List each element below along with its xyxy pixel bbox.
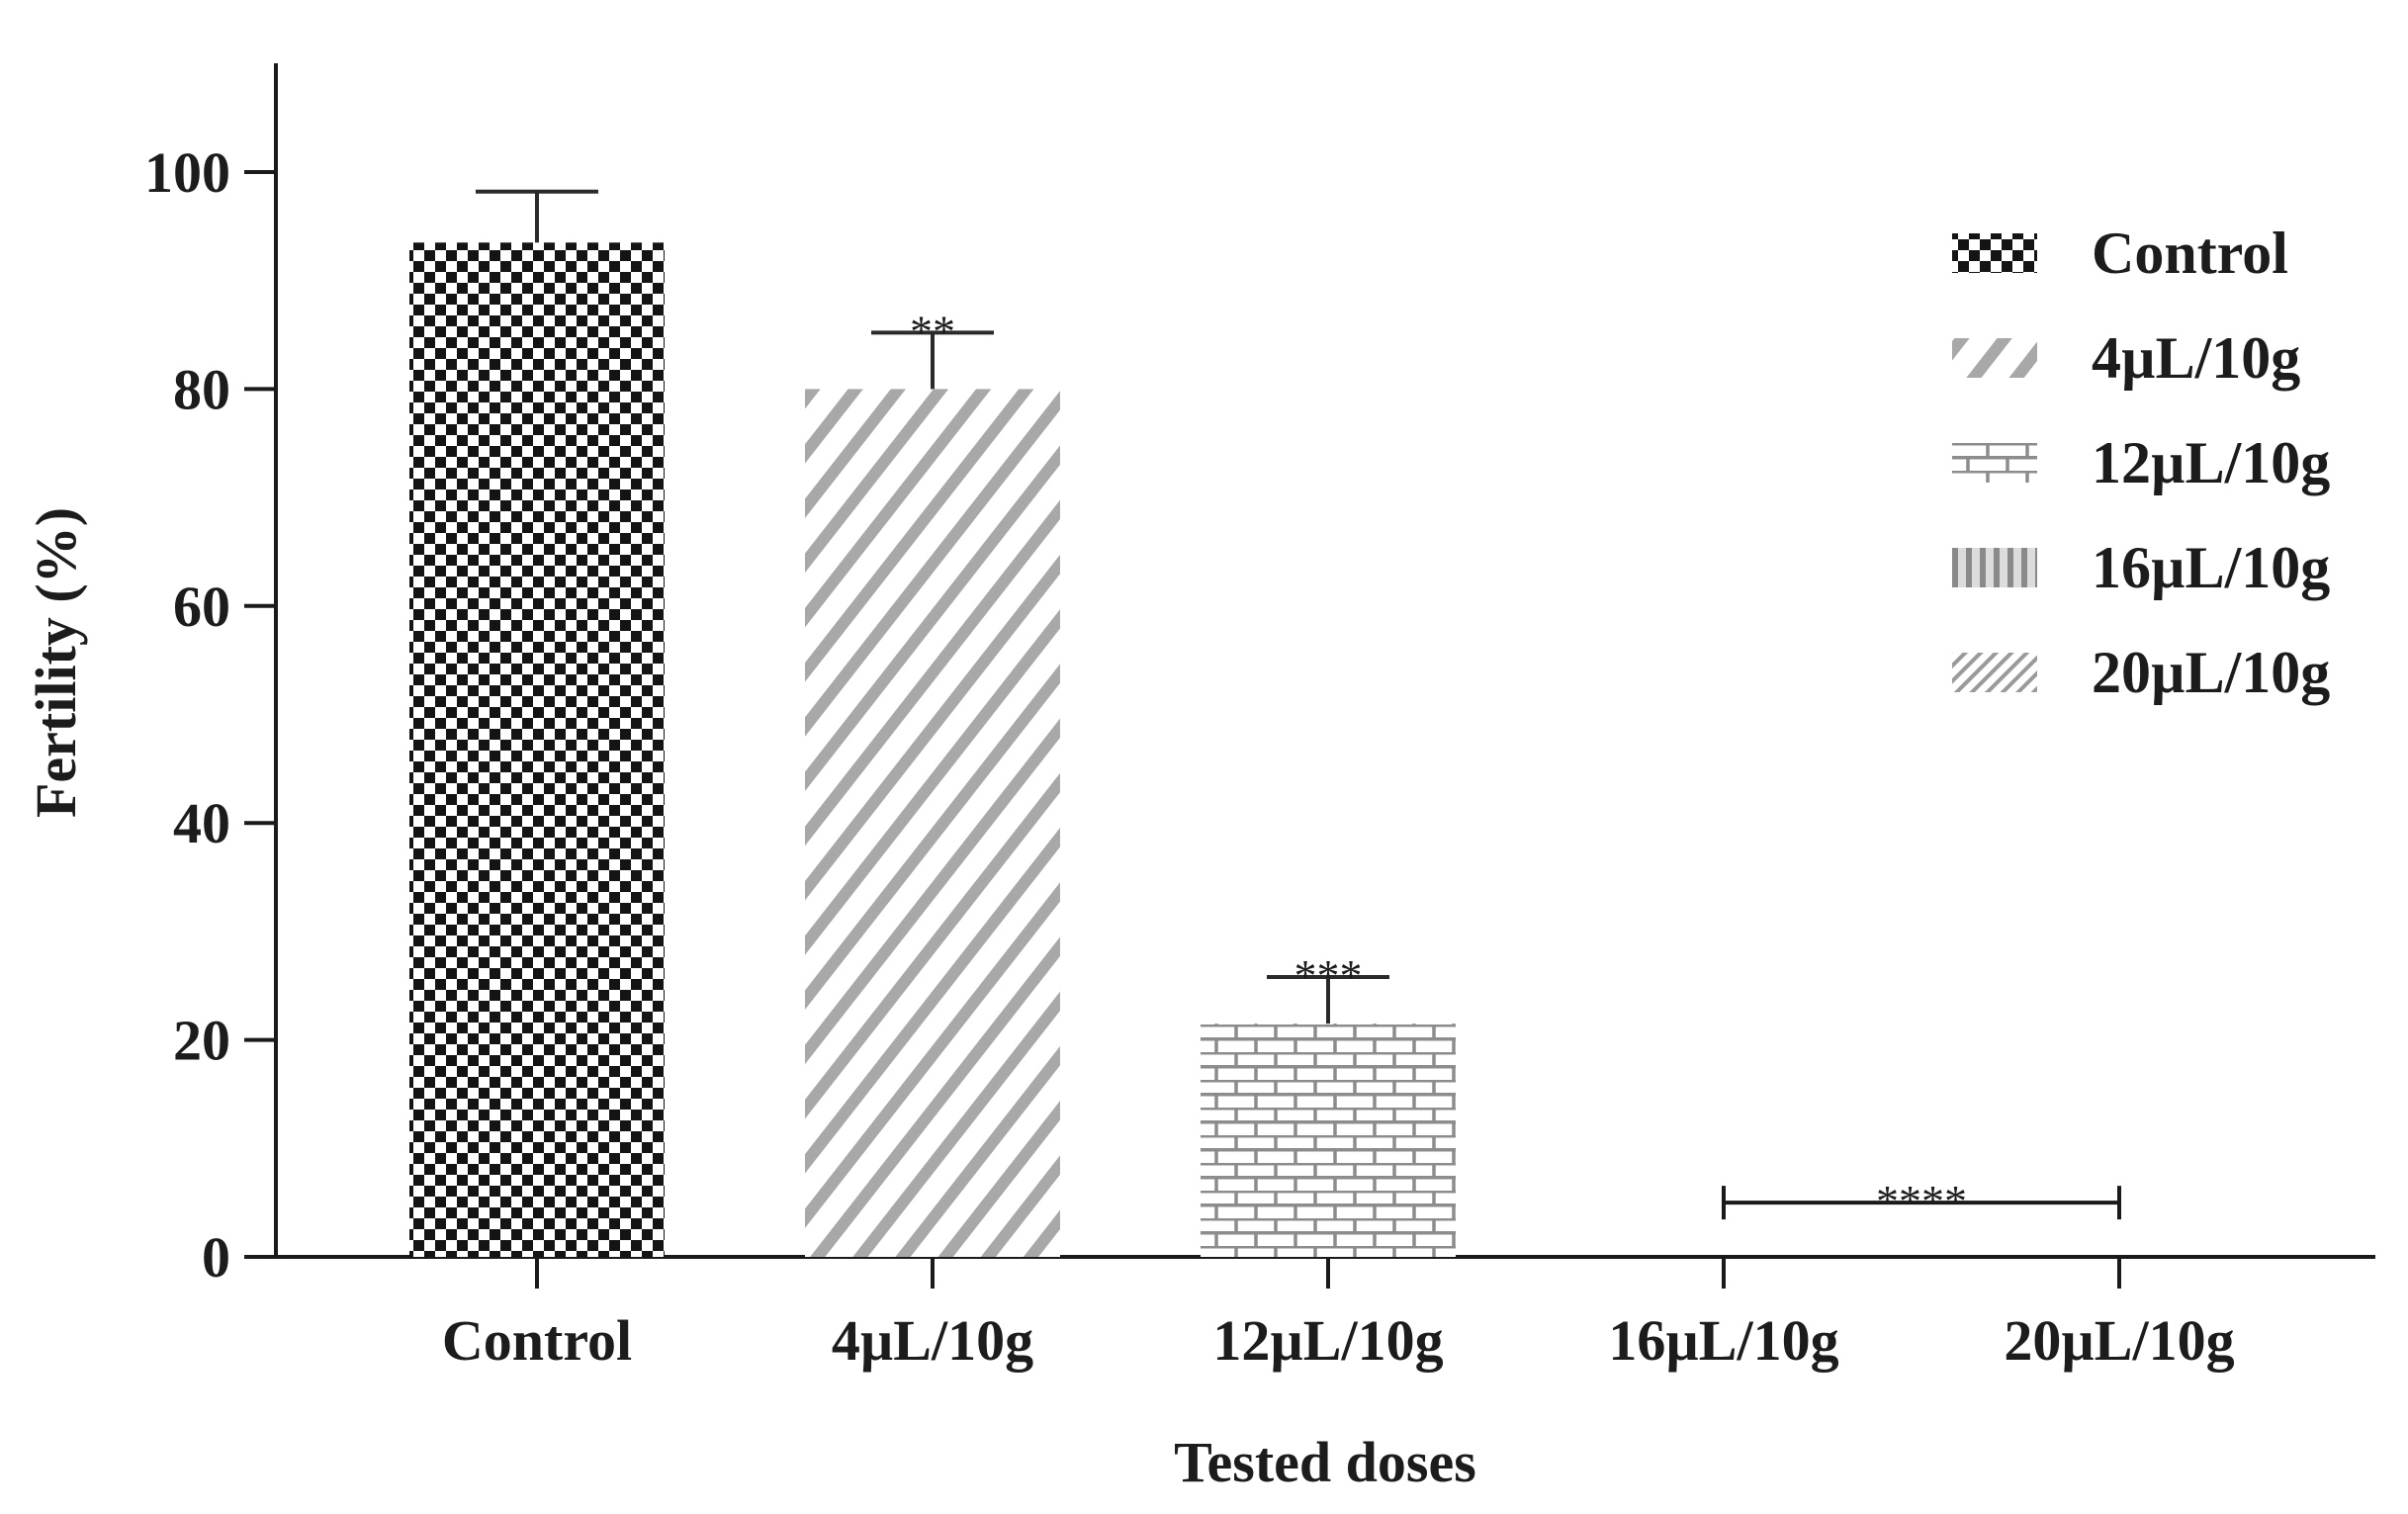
- y-tick-label: 100: [144, 140, 230, 205]
- legend-swatch: [1952, 233, 2037, 273]
- x-axis-title: Tested doses: [1174, 1430, 1476, 1494]
- y-tick-label: 20: [173, 1009, 230, 1073]
- legend-swatch: [1952, 338, 2037, 378]
- legend-swatch: [1952, 443, 2037, 483]
- legend-swatch: [1952, 548, 2037, 587]
- legend-label: 4µL/10g: [2092, 325, 2300, 391]
- y-axis-ticks: 0 20 40 60 80 100: [144, 140, 276, 1290]
- bars-group: [409, 242, 1456, 1258]
- significance-label: **: [910, 306, 955, 356]
- legend-label: 20µL/10g: [2092, 640, 2330, 705]
- y-tick-label: 0: [202, 1225, 230, 1290]
- error-bars-group: [476, 189, 1389, 1024]
- x-tick-label: 12µL/10g: [1212, 1308, 1443, 1373]
- x-tick-label: Control: [442, 1308, 632, 1373]
- x-tick-label: 20µL/10g: [2004, 1308, 2234, 1373]
- y-tick-label: 60: [173, 575, 230, 639]
- x-axis-ticks: Control 4µL/10g 12µL/10g 16µL/10g 20µL/10g: [442, 1257, 2235, 1373]
- legend-label: Control: [2092, 221, 2288, 286]
- bar-2: [805, 389, 1060, 1257]
- bar-1: [409, 242, 665, 1258]
- bar-3: [1201, 1024, 1456, 1257]
- y-tick-label: 40: [173, 791, 230, 855]
- y-tick-label: 80: [173, 357, 230, 421]
- significance-label: ****: [1876, 1176, 1967, 1226]
- legend: Control 4µL/10g 12µL/10g 16µL/10g 20µL/10g: [1952, 221, 2330, 705]
- x-tick-label: 16µL/10g: [1608, 1308, 1838, 1373]
- significance-label: ***: [1294, 950, 1363, 1001]
- legend-label: 16µL/10g: [2092, 535, 2330, 600]
- significance-group: *********: [910, 306, 2121, 1226]
- y-axis-title: Fertility (%): [24, 507, 88, 818]
- legend-label: 12µL/10g: [2092, 430, 2330, 495]
- legend-swatch: [1952, 653, 2037, 692]
- x-tick-label: 4µL/10g: [832, 1308, 1033, 1373]
